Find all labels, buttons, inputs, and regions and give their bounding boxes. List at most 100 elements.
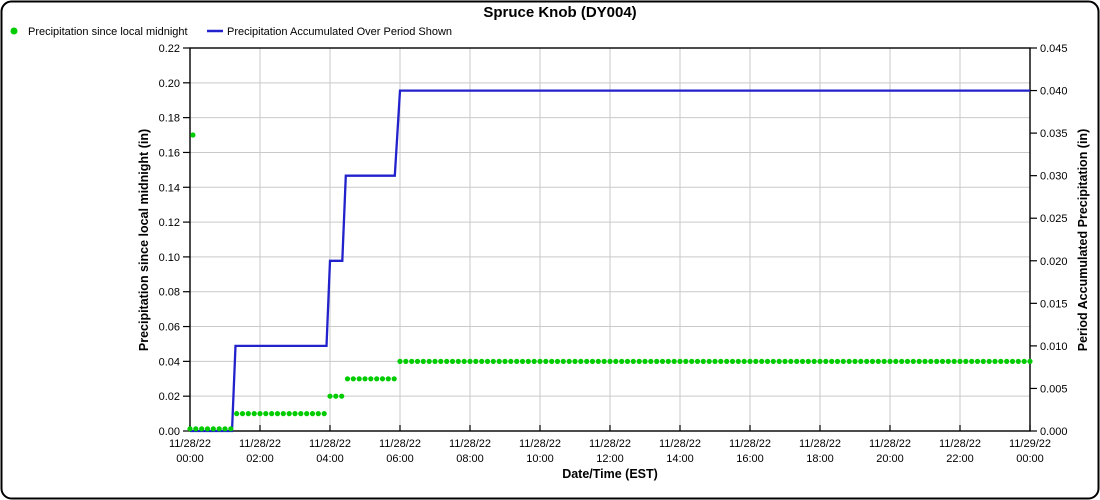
data-point — [251, 411, 257, 417]
y-right-tick-label: 0.000 — [1040, 426, 1068, 438]
y-axis-right-ticks: 0.000 0.005 0.010 0.015 0.020 0.025 0.030 0.035… — [1030, 43, 1068, 438]
data-point — [700, 358, 706, 364]
x-axis-title: Date/Time (EST) — [562, 467, 658, 481]
data-point — [204, 426, 211, 432]
x-tick-time: 04:00 — [316, 453, 344, 465]
y-right-tick-label: 0.015 — [1040, 298, 1068, 310]
data-point — [362, 376, 368, 382]
data-point — [292, 411, 298, 417]
legend-label-precip-since-midnight: Precipitation since local midnight — [28, 26, 188, 38]
x-tick-time: 14:00 — [666, 453, 694, 465]
data-point — [479, 358, 485, 364]
data-point — [531, 358, 537, 364]
data-point — [934, 358, 940, 364]
data-point — [613, 358, 619, 364]
y-left-tick-label: 0.20 — [159, 78, 180, 90]
legend-label-accumulated: Precipitation Accumulated Over Period Sh… — [227, 26, 452, 38]
data-point — [770, 358, 776, 364]
data-point — [677, 358, 683, 364]
data-point — [560, 358, 566, 364]
data-point — [589, 358, 596, 364]
x-tick-time: 20:00 — [876, 453, 904, 465]
x-tick-time: 12:00 — [596, 453, 624, 465]
legend-dot-icon — [10, 27, 18, 35]
x-tick-date: 11/29/22 — [1009, 438, 1051, 450]
data-point — [525, 358, 531, 364]
data-point — [222, 426, 228, 432]
data-point — [554, 358, 561, 364]
x-tick-date: 11/28/22 — [939, 438, 981, 450]
data-point — [269, 411, 275, 417]
data-point — [449, 358, 456, 364]
y-left-tick-label: 0.22 — [159, 43, 180, 55]
y-right-tick-label: 0.010 — [1040, 341, 1068, 353]
data-point — [368, 376, 374, 382]
data-point — [694, 358, 701, 364]
x-tick-date: 11/28/22 — [659, 438, 701, 450]
x-tick-time: 08:00 — [456, 453, 484, 465]
data-point — [665, 358, 671, 364]
data-point — [601, 358, 607, 364]
data-point — [747, 358, 753, 364]
y-axis-left-ticks: 0.00 0.02 0.04 0.06 0.08 0.10 0.12 0.14 0.16 0.18… — [159, 43, 190, 438]
y-axis-left-title: Precipitation since local midnight (in) — [137, 129, 151, 351]
data-point — [409, 358, 415, 364]
x-tick-time: 10:00 — [526, 453, 554, 465]
data-point — [484, 358, 491, 364]
data-point — [467, 358, 473, 364]
data-point — [689, 358, 695, 364]
data-point — [893, 358, 899, 364]
data-point — [875, 358, 881, 364]
data-point — [1015, 358, 1021, 364]
data-point — [683, 358, 689, 364]
data-point — [636, 358, 642, 364]
x-tick-date: 11/28/22 — [379, 438, 421, 450]
x-tick-date: 11/28/22 — [729, 438, 771, 450]
x-axis-ticks: 11/28/22 00:00 11/28/22 02:00 11/28/22 04:00 1… — [169, 425, 1051, 465]
data-point — [234, 411, 240, 417]
data-point — [630, 358, 636, 364]
data-point — [671, 358, 677, 364]
data-point — [257, 411, 263, 417]
data-point — [1021, 358, 1027, 364]
data-point — [811, 358, 817, 364]
x-tick-time: 02:00 — [246, 453, 274, 465]
data-point — [496, 358, 502, 364]
data-point — [356, 376, 362, 382]
data-point — [549, 358, 555, 364]
data-point — [339, 393, 345, 399]
y-right-tick-label: 0.040 — [1040, 86, 1068, 98]
y-right-tick-label: 0.005 — [1040, 383, 1068, 395]
data-point — [829, 358, 835, 364]
data-point — [239, 411, 246, 417]
data-point — [514, 358, 520, 364]
data-point — [823, 358, 829, 364]
data-point — [957, 358, 963, 364]
data-point — [385, 376, 391, 382]
y-left-tick-label: 0.04 — [159, 356, 180, 368]
data-point — [788, 358, 794, 364]
data-point — [420, 358, 426, 364]
data-point — [998, 358, 1004, 364]
data-point — [327, 393, 333, 399]
y-left-tick-label: 0.12 — [159, 217, 180, 229]
data-point — [280, 411, 286, 417]
data-point — [228, 426, 234, 432]
data-point — [193, 426, 199, 432]
y-left-tick-label: 0.00 — [159, 426, 180, 438]
data-point — [939, 358, 946, 364]
data-point — [333, 393, 339, 399]
x-tick-time: 16:00 — [736, 453, 764, 465]
data-point — [1009, 358, 1016, 364]
data-point — [642, 358, 648, 364]
data-point — [648, 358, 654, 364]
data-point — [566, 358, 572, 364]
y-right-tick-label: 0.045 — [1040, 43, 1068, 55]
data-point — [315, 411, 321, 417]
y-right-tick-label: 0.030 — [1040, 171, 1068, 183]
data-point — [216, 426, 222, 432]
data-point — [595, 358, 601, 364]
data-point — [945, 358, 951, 364]
data-point — [805, 358, 811, 364]
